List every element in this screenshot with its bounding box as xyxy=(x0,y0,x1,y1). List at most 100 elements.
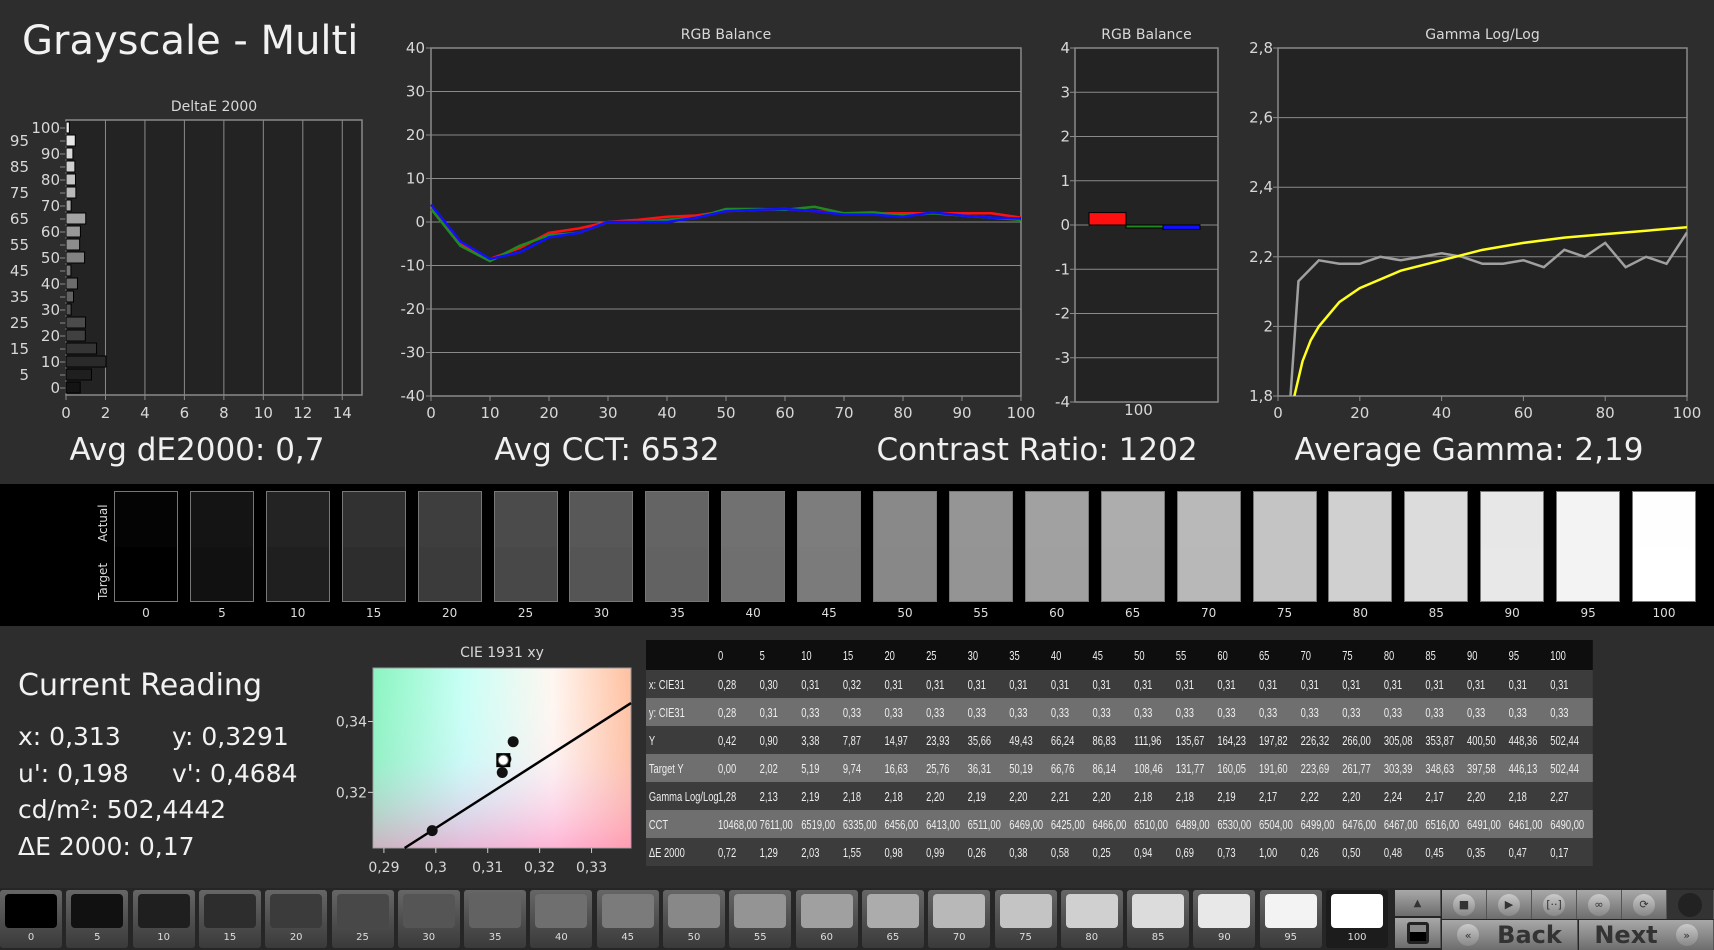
refresh-button[interactable]: ⟳ xyxy=(1622,890,1667,919)
patch-toggle-button[interactable] xyxy=(1395,918,1441,948)
patch-button-label: 25 xyxy=(356,932,369,943)
table-cell: 2,20 xyxy=(1009,788,1028,804)
y-tick-label: 15 xyxy=(10,340,29,358)
patch-color xyxy=(1331,894,1383,928)
patch-button-70[interactable]: 70 xyxy=(928,890,991,948)
table-cell: 6499,00 xyxy=(1300,816,1335,832)
patch-level-label: 85 xyxy=(1428,606,1444,620)
table-cell: 0,33 xyxy=(1258,704,1278,720)
target-patch xyxy=(1633,546,1695,601)
patch-button-60[interactable]: 60 xyxy=(795,890,858,948)
actual-patch xyxy=(1405,492,1468,547)
status-indicator xyxy=(1667,890,1714,919)
x-tick-label: 0 xyxy=(61,404,71,422)
step-up-button[interactable]: ▲ xyxy=(1395,890,1441,916)
y-tick-label: 60 xyxy=(41,223,60,241)
patch-level-label: 25 xyxy=(517,606,534,620)
patch-level-label: 5 xyxy=(218,606,226,620)
patch-button-30[interactable]: 30 xyxy=(397,890,460,948)
stop-button[interactable]: ■ xyxy=(1442,890,1487,919)
y-tick-label: 4 xyxy=(1060,39,1070,57)
y-tick-label: 40 xyxy=(41,275,60,293)
patch-button-35[interactable]: 35 xyxy=(464,890,527,948)
patch-button-45[interactable]: 45 xyxy=(596,890,659,948)
patch-button-15[interactable]: 15 xyxy=(198,890,261,948)
y-tick-label: 55 xyxy=(10,236,29,254)
patch-button-85[interactable]: 85 xyxy=(1127,890,1190,948)
table-header: 0 5 10 15 20 25 30 35 40 45 50 55 60 65 70 75 80 85 90 95 10… xyxy=(646,640,1593,670)
x-tick-label: 60 xyxy=(1514,404,1533,422)
patch-button-65[interactable]: 65 xyxy=(861,890,924,948)
patch-button-25[interactable]: 25 xyxy=(331,890,394,948)
patch-button-label: 0 xyxy=(27,932,35,943)
patch-button-100[interactable]: 100 xyxy=(1326,890,1388,948)
table-cell: 0,31 xyxy=(1050,676,1070,692)
next-button[interactable]: Next » xyxy=(1579,920,1714,950)
actual-patch xyxy=(646,492,709,547)
table-cell: 191,60 xyxy=(1258,760,1288,776)
continuous-measure-button[interactable]: [··] xyxy=(1532,890,1577,919)
table-cell: 2,20 xyxy=(1092,788,1111,804)
table-cell: 223,69 xyxy=(1300,760,1330,776)
target-patch xyxy=(1025,546,1088,601)
de-bar xyxy=(65,381,81,394)
y-tick-label: 2 xyxy=(1263,317,1273,335)
y-tick-label: 65 xyxy=(10,210,29,228)
patch-button-55[interactable]: 55 xyxy=(729,890,792,948)
double-chevron-right-icon: » xyxy=(1675,924,1698,946)
actual-patch xyxy=(266,492,329,547)
actual-patch xyxy=(1329,492,1392,547)
column-header: 75 xyxy=(1342,647,1353,663)
table-row: Gamma Log/Log 1,28 2,13 2,19 2,18 2,18 2,20 2,1… xyxy=(646,782,1593,810)
x-tick-label: 12 xyxy=(293,404,312,422)
plot-area xyxy=(1277,47,1688,397)
table-cell: 0,28 xyxy=(718,676,737,692)
table-cell: 6490,00 xyxy=(1550,816,1585,832)
table-cell: 1,00 xyxy=(1258,844,1278,860)
patch-color xyxy=(71,894,124,928)
gamma-chart: Gamma Log/Log 2,8 2,6 2,4 2,2 2 1,80 20 40 60 80 10… xyxy=(1249,27,1701,422)
table-cell: 86,83 xyxy=(1092,732,1116,748)
table-cell: 2,20 xyxy=(1342,788,1361,804)
patch-level-label: 30 xyxy=(593,606,610,620)
patch-color xyxy=(5,894,57,928)
table-cell: 66,76 xyxy=(1050,760,1075,776)
patch-button-20[interactable]: 20 xyxy=(265,890,328,948)
table-cell: 86,14 xyxy=(1092,760,1116,776)
patch-button-0[interactable]: 0 xyxy=(0,890,62,948)
table-cell: 0,72 xyxy=(718,844,737,860)
x-tick-label: 0,33 xyxy=(576,860,607,876)
table-cell: 0,42 xyxy=(718,732,737,748)
patch-button-10[interactable]: 10 xyxy=(132,890,195,948)
table-cell: 164,23 xyxy=(1217,732,1246,748)
patch-button-75[interactable]: 75 xyxy=(994,890,1057,948)
table-cell: 0,45 xyxy=(1425,844,1444,860)
patch-color xyxy=(137,894,190,928)
x-tick-label: 60 xyxy=(775,404,794,422)
patch-button-95[interactable]: 95 xyxy=(1259,890,1322,948)
y-tick-label: 50 xyxy=(41,249,60,267)
patch-color xyxy=(469,894,522,928)
loop-button[interactable]: ∞ xyxy=(1577,890,1622,919)
patch-button-5[interactable]: 5 xyxy=(66,890,129,948)
patch-button-label: 5 xyxy=(94,932,101,943)
patch-button-label: 20 xyxy=(289,932,303,943)
patch-button-40[interactable]: 40 xyxy=(530,890,593,948)
back-button[interactable]: « Back xyxy=(1442,920,1578,950)
table-cell: 0,94 xyxy=(1134,844,1153,860)
y-tick-label: 0 xyxy=(1060,216,1070,234)
table-cell: 0,31 xyxy=(1134,676,1153,692)
table-cell: 36,31 xyxy=(967,760,992,776)
patch-button-80[interactable]: 80 xyxy=(1060,890,1123,948)
x-tick-label: 0 xyxy=(1273,404,1283,422)
patch-button-90[interactable]: 90 xyxy=(1193,890,1256,948)
play-button[interactable]: ▶ xyxy=(1487,890,1532,919)
bottom-toolbar: ▲ ■ ▶ [··] ∞ ⟳ « Back Next » 0 5 10 15 20 25 30 35 4… xyxy=(0,888,1714,950)
patch-button-50[interactable]: 50 xyxy=(663,890,725,948)
actual-patch xyxy=(798,492,861,547)
patch-level-label: 60 xyxy=(1049,606,1065,620)
x-tick-label: 70 xyxy=(834,404,853,422)
table-cell: 0,31 xyxy=(1300,676,1319,692)
target-patch xyxy=(115,546,177,601)
de-bar xyxy=(65,368,92,381)
